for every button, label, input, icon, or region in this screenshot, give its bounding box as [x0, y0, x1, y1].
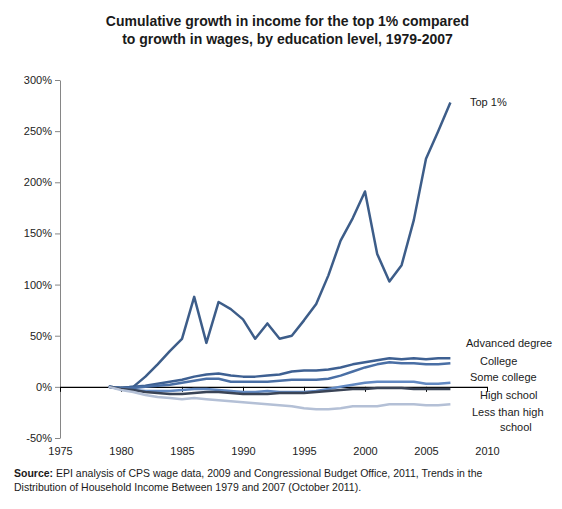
y-tick-label: 100% — [24, 279, 52, 291]
y-tick-mark — [55, 438, 60, 439]
source-text: EPI analysis of CPS wage data, 2009 and … — [14, 467, 482, 493]
x-tick: 1975 — [48, 387, 72, 457]
x-tick: 2005 — [414, 387, 438, 457]
series-label-line: College — [480, 355, 517, 367]
y-tick: 100% — [24, 279, 60, 291]
chart-title: Cumulative growth in income for the top … — [105, 12, 470, 48]
y-tick: 300% — [24, 74, 60, 86]
y-tick-label: -50% — [26, 432, 52, 444]
source-label: Source: — [14, 467, 53, 479]
y-tick-mark — [55, 131, 60, 132]
series-line — [109, 362, 451, 388]
y-tick-mark — [55, 182, 60, 183]
x-tick-label: 2010 — [475, 445, 499, 457]
series-labels: Top 1% Advanced degree College Some college… — [466, 96, 552, 433]
y-axis-line — [60, 81, 61, 439]
x-tick-label: 2005 — [414, 445, 438, 457]
series-label-line: school — [500, 421, 532, 433]
y-tick: 250% — [24, 125, 60, 137]
series-label-line: Top 1% — [470, 96, 507, 108]
y-tick-label: 150% — [24, 227, 52, 239]
x-tick: 1995 — [292, 387, 316, 457]
chart-svg: -50% 0% 50% 100% 150% 200% 250% 300% 1975 1980 198… — [0, 0, 562, 509]
x-tick-label: 2000 — [353, 445, 377, 457]
x-tick-mark — [60, 387, 61, 392]
y-tick: 150% — [24, 227, 60, 239]
x-tick-label: 1995 — [292, 445, 316, 457]
x-tick-label: 1980 — [109, 445, 133, 457]
y-tick-mark — [55, 387, 60, 388]
series-label-line: Some college — [470, 371, 537, 383]
series-label-line: Advanced degree — [466, 337, 552, 349]
y-tick-label: 0% — [36, 381, 52, 393]
series-line — [109, 387, 451, 410]
y-tick-mark — [55, 233, 60, 234]
series-label: Top 1% — [470, 96, 507, 108]
series-label: Less than high school — [472, 406, 544, 433]
y-tick-mark — [55, 336, 60, 337]
x-tick-label: 1975 — [48, 445, 72, 457]
x-tick-label: 1990 — [231, 445, 255, 457]
y-tick-mark — [55, 80, 60, 81]
series-line — [109, 358, 451, 388]
x-axis: 1975 1980 1985 1990 1995 2000 2005 2010 — [48, 387, 499, 457]
series-label: High school — [480, 389, 537, 401]
series-label: Advanced degree — [466, 337, 552, 349]
series-line — [109, 103, 451, 388]
y-tick-label: 200% — [24, 176, 52, 188]
y-tick: 200% — [24, 176, 60, 188]
series-label: Some college — [470, 371, 537, 383]
x-tick: 1980 — [109, 387, 133, 457]
plot-area — [109, 103, 451, 410]
source-note: Source: EPI analysis of CPS wage data, 2… — [14, 466, 534, 494]
y-tick: -50% — [26, 432, 60, 444]
y-tick: 50% — [30, 330, 60, 342]
y-tick-label: 300% — [24, 74, 52, 86]
y-tick-label: 50% — [30, 330, 52, 342]
series-label: College — [480, 355, 517, 367]
y-axis: -50% 0% 50% 100% 150% 200% 250% 300% — [24, 74, 61, 444]
series-label-line: High school — [480, 389, 537, 401]
x-tick-label: 1985 — [170, 445, 194, 457]
y-tick-mark — [55, 285, 60, 286]
x-tick: 2000 — [353, 387, 377, 457]
series-label-line: Less than high — [472, 406, 544, 418]
x-tick: 1990 — [231, 387, 255, 457]
y-tick-label: 250% — [24, 125, 52, 137]
y-tick: 0% — [36, 381, 60, 393]
series-line — [109, 387, 451, 394]
